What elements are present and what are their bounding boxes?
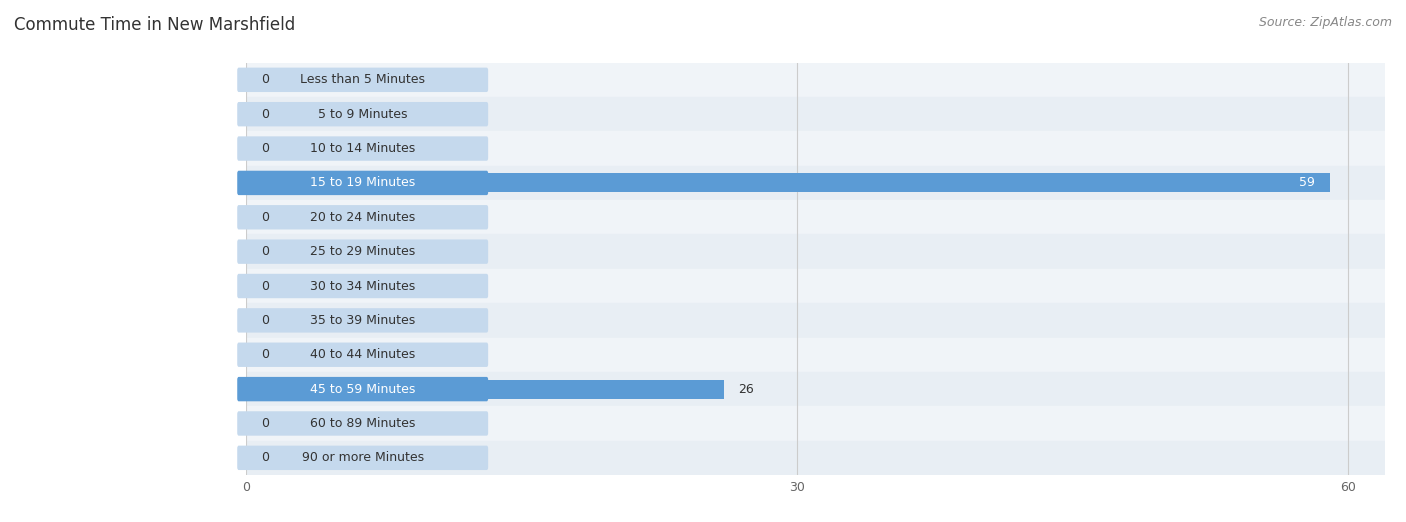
Text: 5 to 9 Minutes: 5 to 9 Minutes xyxy=(318,108,408,121)
Bar xyxy=(246,132,1385,166)
FancyBboxPatch shape xyxy=(238,274,488,298)
Text: 30 to 34 Minutes: 30 to 34 Minutes xyxy=(311,279,415,292)
Bar xyxy=(246,379,724,399)
Text: 60 to 89 Minutes: 60 to 89 Minutes xyxy=(309,417,415,430)
Text: 0: 0 xyxy=(260,245,269,258)
Bar xyxy=(246,269,1385,303)
Text: 10 to 14 Minutes: 10 to 14 Minutes xyxy=(311,142,415,155)
Bar xyxy=(246,406,1385,441)
Bar xyxy=(246,441,1385,475)
Bar xyxy=(246,338,1385,372)
Text: 0: 0 xyxy=(260,417,269,430)
Bar xyxy=(246,63,1385,97)
FancyBboxPatch shape xyxy=(238,446,488,470)
Text: Less than 5 Minutes: Less than 5 Minutes xyxy=(301,73,425,86)
Bar xyxy=(246,303,1385,338)
Bar xyxy=(246,97,1385,132)
Text: 0: 0 xyxy=(260,279,269,292)
Text: 90 or more Minutes: 90 or more Minutes xyxy=(302,452,423,465)
Text: 20 to 24 Minutes: 20 to 24 Minutes xyxy=(311,211,415,224)
Text: 25 to 29 Minutes: 25 to 29 Minutes xyxy=(311,245,415,258)
Text: 0: 0 xyxy=(260,108,269,121)
Text: 0: 0 xyxy=(260,73,269,86)
Text: 59: 59 xyxy=(1299,176,1315,189)
Text: 0: 0 xyxy=(260,142,269,155)
FancyBboxPatch shape xyxy=(238,240,488,264)
Text: 0: 0 xyxy=(260,452,269,465)
Text: 15 to 19 Minutes: 15 to 19 Minutes xyxy=(311,176,415,189)
Text: Source: ZipAtlas.com: Source: ZipAtlas.com xyxy=(1258,16,1392,29)
FancyBboxPatch shape xyxy=(238,377,488,401)
FancyBboxPatch shape xyxy=(238,308,488,333)
Text: 0: 0 xyxy=(260,348,269,361)
FancyBboxPatch shape xyxy=(238,205,488,230)
Bar xyxy=(246,234,1385,269)
FancyBboxPatch shape xyxy=(238,68,488,92)
FancyBboxPatch shape xyxy=(238,102,488,126)
Bar xyxy=(246,173,1330,193)
Bar xyxy=(246,200,1385,234)
Bar xyxy=(246,166,1385,200)
Bar xyxy=(246,372,1385,406)
FancyBboxPatch shape xyxy=(238,171,488,195)
Text: 45 to 59 Minutes: 45 to 59 Minutes xyxy=(309,383,415,396)
FancyBboxPatch shape xyxy=(238,342,488,367)
Text: 40 to 44 Minutes: 40 to 44 Minutes xyxy=(311,348,415,361)
Text: Commute Time in New Marshfield: Commute Time in New Marshfield xyxy=(14,16,295,33)
FancyBboxPatch shape xyxy=(238,136,488,161)
Text: 26: 26 xyxy=(738,383,754,396)
FancyBboxPatch shape xyxy=(238,411,488,436)
Text: 0: 0 xyxy=(260,314,269,327)
Text: 0: 0 xyxy=(260,211,269,224)
Text: 35 to 39 Minutes: 35 to 39 Minutes xyxy=(311,314,415,327)
